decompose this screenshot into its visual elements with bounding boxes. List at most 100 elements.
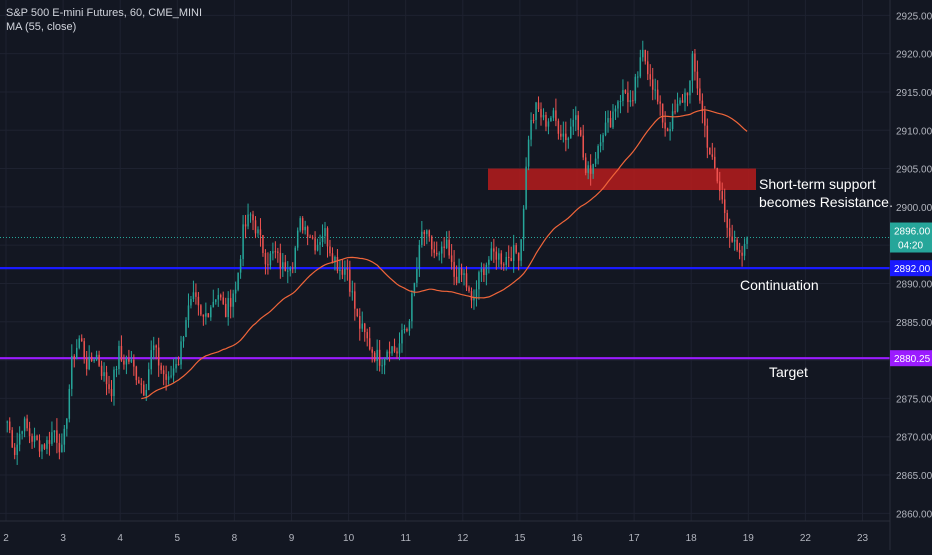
candle-body [498, 253, 500, 260]
candle-body [187, 305, 190, 321]
candle-body [53, 430, 56, 433]
hline-label-bg [890, 260, 932, 277]
candle-body [398, 343, 401, 354]
legend: S&P 500 E-mini Futures, 60, CME_MINI MA … [6, 6, 202, 34]
candle-body [105, 372, 108, 385]
candle-body [624, 90, 627, 93]
grid [0, 0, 890, 521]
hline-label-target: 2880.25 [894, 354, 931, 365]
resistance-zone[interactable] [488, 168, 756, 191]
candle-body [76, 347, 78, 360]
candle-body [396, 351, 398, 354]
candle-body [440, 246, 443, 254]
candle-body [324, 228, 326, 237]
candle-body [602, 135, 604, 143]
candle-body [331, 253, 334, 263]
candle-body [480, 268, 483, 273]
candle-body [388, 351, 391, 354]
candle-body [728, 227, 731, 237]
candle-body [408, 321, 411, 331]
candle-body [326, 228, 329, 247]
symbol-title[interactable]: S&P 500 E-mini Futures, 60, CME_MINI [6, 7, 203, 19]
candle-body [582, 135, 584, 158]
candle-body [448, 239, 450, 256]
candle-body [542, 114, 545, 118]
candle-body [746, 237, 748, 244]
x-tick-label: 8 [232, 533, 238, 544]
candle-body [510, 258, 512, 261]
candle-body [311, 237, 314, 239]
x-tick-label: 11 [401, 533, 412, 544]
x-tick-label: 2 [3, 533, 9, 544]
candle-body [532, 119, 535, 121]
candle-body [639, 57, 642, 77]
indicator-title[interactable]: MA (55, close) [6, 21, 77, 33]
candle-body [421, 231, 423, 245]
candle-body [520, 239, 522, 261]
candle-body [143, 384, 145, 396]
candle-body [160, 365, 162, 371]
ma-line [141, 109, 748, 400]
y-tick-label: 2890.00 [896, 279, 932, 290]
x-tick-label: 17 [629, 533, 641, 544]
candle-body [592, 163, 594, 174]
resistance-zone-rect[interactable] [488, 168, 756, 191]
candle-body [445, 239, 448, 248]
candle-body [103, 372, 105, 377]
time-axis[interactable]: 2 3 4 5 8 9 10 11 12 15 16 17 18 19 22 23 [0, 520, 890, 544]
candle-body [279, 252, 282, 269]
last-price-label-bg [890, 222, 932, 253]
candle-body [212, 301, 215, 308]
candle-body [190, 299, 192, 306]
candle-body [540, 109, 542, 118]
candle-body [619, 100, 622, 102]
candle-body [85, 357, 88, 370]
candle-body [284, 262, 287, 271]
candle-body [319, 242, 321, 245]
candle-body [572, 119, 575, 127]
candle-body [232, 293, 234, 307]
candle-body [28, 428, 31, 437]
y-tick-label: 2870.00 [896, 433, 932, 444]
candle-body [418, 244, 421, 269]
candle-body [205, 313, 207, 317]
candle-body [274, 251, 277, 253]
y-tick-label: 2860.00 [896, 509, 932, 520]
candle-body [83, 341, 85, 358]
candle-body [222, 297, 224, 304]
candle-body [681, 100, 684, 103]
candle-body [701, 100, 704, 112]
candle-body [195, 292, 197, 297]
candle-body [237, 272, 239, 290]
candle-body [257, 229, 259, 234]
candle-body [66, 418, 68, 429]
y-tick-label: 2905.00 [896, 165, 932, 176]
candle-body [634, 76, 637, 101]
candle-body [522, 208, 525, 240]
x-tick-label: 12 [457, 533, 469, 544]
candle-body [264, 252, 267, 265]
candle-body [478, 272, 480, 290]
candle-body [90, 356, 93, 362]
candle-body [287, 270, 289, 272]
candle-body [465, 273, 468, 288]
candle-body [716, 167, 719, 182]
candle-body [306, 226, 309, 237]
price-labels: 2892.00 2880.25 2896.00 04:20 [890, 222, 932, 367]
candle-body [229, 298, 232, 307]
y-tick-label: 2910.00 [896, 126, 932, 137]
y-tick-label: 2900.00 [896, 203, 932, 214]
candle-body [684, 92, 686, 103]
candle-body [172, 368, 175, 376]
candle-body [289, 267, 292, 271]
candle-body [584, 157, 587, 173]
horizontal-lines[interactable] [0, 237, 890, 360]
candle-body [731, 236, 733, 242]
candle-body [11, 430, 13, 448]
candle-body [557, 120, 560, 134]
candle-body [704, 111, 706, 126]
candle-body [488, 259, 490, 265]
candle-body [386, 351, 388, 359]
